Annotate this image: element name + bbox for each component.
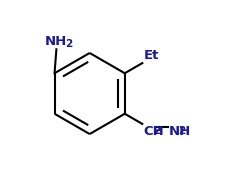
- Text: 2: 2: [177, 126, 184, 136]
- Text: 2: 2: [152, 126, 160, 136]
- Text: CH: CH: [143, 125, 163, 138]
- Text: Et: Et: [144, 49, 159, 62]
- Text: NH: NH: [168, 125, 190, 138]
- Text: NH: NH: [44, 35, 66, 48]
- Text: 2: 2: [65, 39, 72, 49]
